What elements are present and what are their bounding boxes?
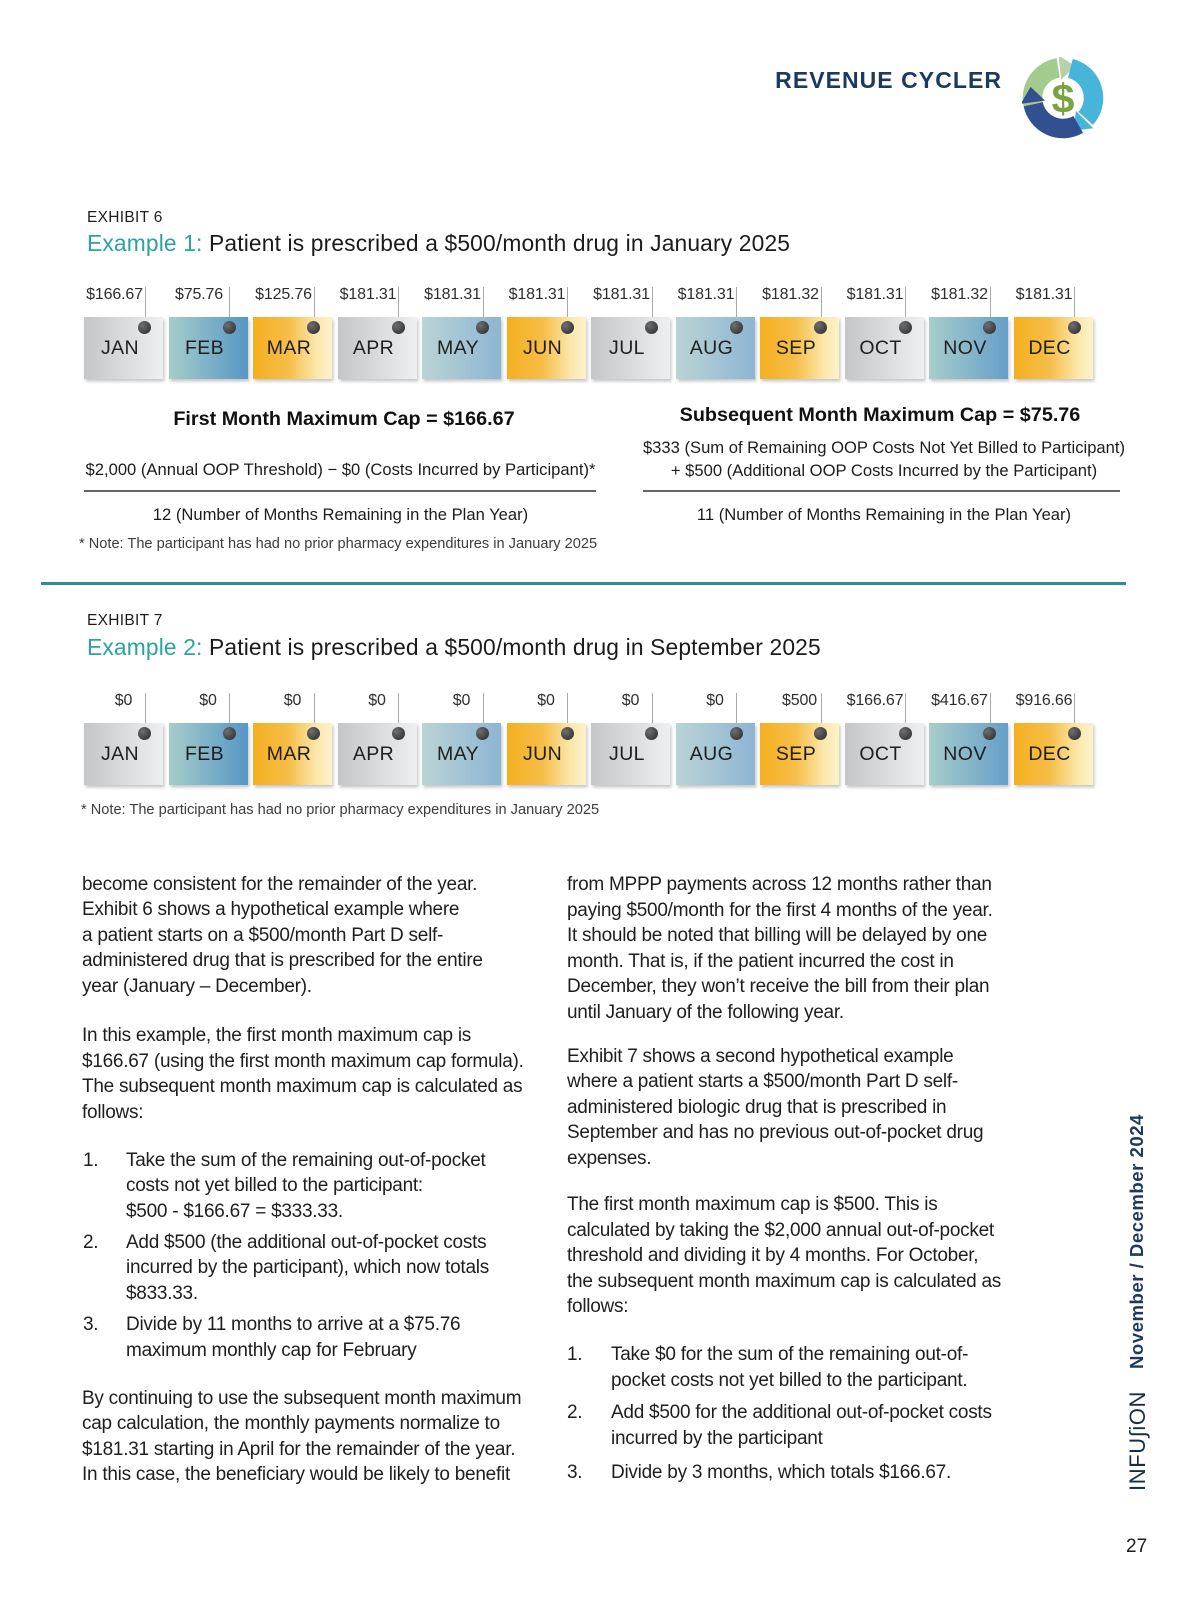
svg-text:$: $ xyxy=(1052,76,1075,122)
